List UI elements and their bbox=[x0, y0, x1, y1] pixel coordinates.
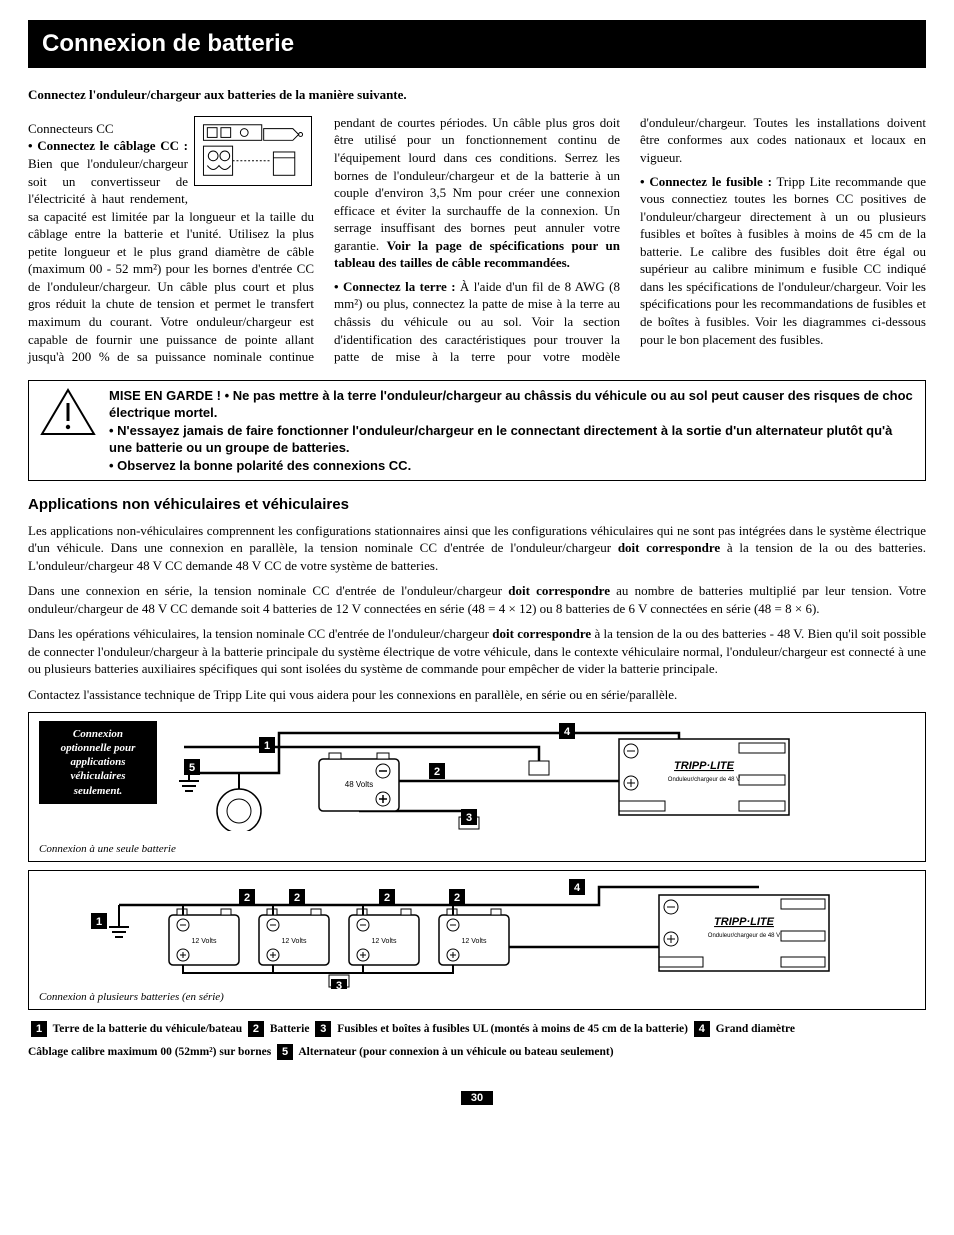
warning-text: MISE EN GARDE ! • Ne pas mettre à la ter… bbox=[109, 387, 915, 475]
svg-text:2: 2 bbox=[294, 892, 300, 904]
section-title-bar: Connexion de batterie bbox=[28, 20, 926, 68]
svg-text:12 Volts: 12 Volts bbox=[282, 938, 307, 945]
svg-text:12 Volts: 12 Volts bbox=[462, 938, 487, 945]
svg-text:Onduleur/chargeur de 48 V: Onduleur/chargeur de 48 V bbox=[668, 777, 740, 783]
para-apps-3: Dans les opérations véhiculaires, la ten… bbox=[28, 625, 926, 678]
svg-text:12 Volts: 12 Volts bbox=[192, 938, 217, 945]
svg-text:4: 4 bbox=[564, 726, 571, 738]
svg-text:3: 3 bbox=[336, 980, 342, 989]
diagram2-caption: Connexion à plusieurs batteries (en séri… bbox=[39, 990, 224, 1005]
para-apps-4: Contactez l'assistance technique de Trip… bbox=[28, 686, 926, 704]
diagram-legend: 1 Terre de la batterie du véhicule/batea… bbox=[28, 1018, 926, 1064]
svg-text:1: 1 bbox=[96, 916, 102, 928]
connectors-figure bbox=[194, 116, 314, 191]
svg-text:5: 5 bbox=[189, 762, 195, 774]
svg-text:4: 4 bbox=[574, 882, 581, 894]
svg-text:2: 2 bbox=[454, 892, 460, 904]
intro-line: Connectez l'onduleur/chargeur aux batter… bbox=[28, 86, 926, 104]
subheading-applications: Applications non véhiculaires et véhicul… bbox=[28, 495, 926, 515]
svg-text:48 Volts: 48 Volts bbox=[345, 780, 373, 789]
svg-text:1: 1 bbox=[264, 740, 270, 752]
svg-text:12 Volts: 12 Volts bbox=[372, 938, 397, 945]
warning-box: MISE EN GARDE ! • Ne pas mettre à la ter… bbox=[28, 380, 926, 482]
svg-text:TRIPP·LITE: TRIPP·LITE bbox=[714, 916, 775, 928]
section-title: Connexion de batterie bbox=[42, 28, 912, 60]
diagram-multi-battery: 12 Volts 12 Volts 12 Volts bbox=[28, 870, 926, 1010]
para-apps-1: Les applications non-véhiculaires compre… bbox=[28, 522, 926, 575]
diagram1-caption: Connexion à une seule batterie bbox=[39, 842, 176, 857]
diagram-single-battery: Connexion optionnelle pour applications … bbox=[28, 712, 926, 862]
three-column-body: Connecteurs CC • Connectez le câblage CC… bbox=[28, 114, 926, 366]
page-number: 30 bbox=[28, 1088, 926, 1106]
warning-icon bbox=[39, 387, 97, 437]
svg-text:2: 2 bbox=[384, 892, 390, 904]
para-fusible: • Connectez le fusible : Tripp Lite reco… bbox=[640, 173, 926, 348]
svg-text:2: 2 bbox=[244, 892, 250, 904]
svg-text:3: 3 bbox=[466, 812, 472, 824]
svg-text:TRIPP·LITE: TRIPP·LITE bbox=[674, 760, 735, 772]
para-apps-2: Dans une connexion en série, la tension … bbox=[28, 582, 926, 617]
svg-text:2: 2 bbox=[434, 766, 440, 778]
svg-text:Onduleur/chargeur de 48 V: Onduleur/chargeur de 48 V bbox=[708, 933, 780, 939]
